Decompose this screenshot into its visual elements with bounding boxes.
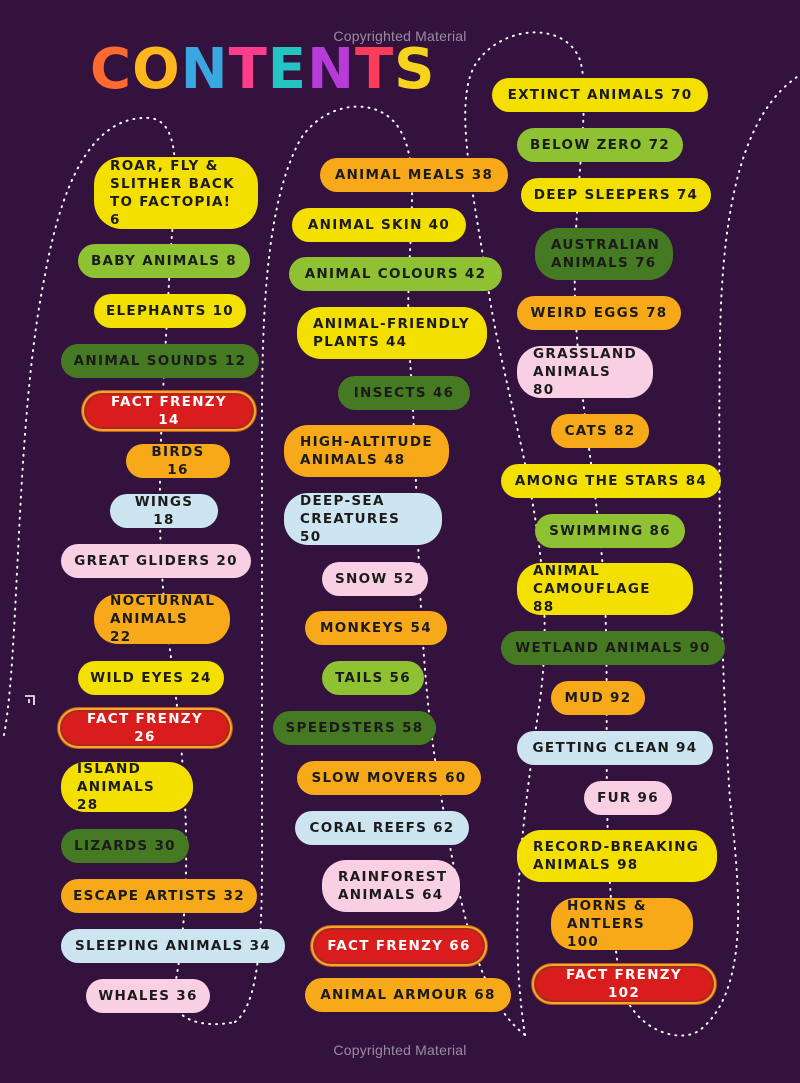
contents-entry[interactable]: RECORD-BREAKING ANIMALS 98 — [517, 830, 717, 882]
contents-entry[interactable]: WINGS 18 — [110, 494, 218, 528]
contents-entry[interactable]: WETLAND ANIMALS 90 — [501, 631, 725, 665]
contents-entry[interactable]: ANIMAL MEALS 38 — [320, 158, 508, 192]
title-letter: N — [180, 37, 229, 102]
title-letter: S — [394, 37, 436, 102]
contents-entry[interactable]: LIZARDS 30 — [61, 829, 189, 863]
contents-entry[interactable]: TAILS 56 — [322, 661, 424, 695]
contents-entry[interactable]: DEEP SLEEPERS 74 — [521, 178, 711, 212]
contents-entry[interactable]: ESCAPE ARTISTS 32 — [61, 879, 257, 913]
title-letter: T — [354, 37, 395, 102]
contents-entry[interactable]: SWIMMING 86 — [535, 514, 685, 548]
contents-entry[interactable]: GETTING CLEAN 94 — [517, 731, 713, 765]
contents-entry[interactable]: WHALES 36 — [86, 979, 210, 1013]
contents-entry[interactable]: HIGH-ALTITUDE ANIMALS 48 — [284, 425, 449, 477]
contents-entry[interactable]: NOCTURNAL ANIMALS 22 — [94, 593, 230, 645]
contents-entry[interactable]: FACT FRENZY 66 — [315, 930, 483, 962]
contents-entry[interactable]: GRASSLAND ANIMALS 80 — [517, 346, 653, 398]
contents-entry[interactable]: EXTINCT ANIMALS 70 — [492, 78, 708, 112]
contents-entry[interactable]: AUSTRALIAN ANIMALS 76 — [535, 228, 673, 280]
contents-entry[interactable]: ANIMAL CAMOUFLAGE 88 — [517, 563, 693, 615]
corner-mark-icon — [25, 695, 35, 705]
contents-entry[interactable]: ANIMAL SOUNDS 12 — [61, 344, 259, 378]
title-letter: C — [90, 37, 133, 102]
contents-entry[interactable]: BIRDS 16 — [126, 444, 230, 478]
contents-entry[interactable]: DEEP-SEA CREATURES 50 — [284, 493, 442, 545]
contents-entry[interactable]: SLOW MOVERS 60 — [297, 761, 481, 795]
contents-entry[interactable]: SLEEPING ANIMALS 34 — [61, 929, 285, 963]
contents-entry[interactable]: RAINFOREST ANIMALS 64 — [322, 860, 460, 912]
contents-entry[interactable]: FACT FRENZY 14 — [86, 394, 252, 428]
title-letter: N — [307, 37, 355, 102]
contents-entry[interactable]: ANIMAL SKIN 40 — [292, 208, 466, 242]
contents-entry[interactable]: ANIMAL COLOURS 42 — [289, 257, 502, 291]
contents-entry[interactable]: FUR 96 — [584, 781, 672, 815]
contents-entry[interactable]: SNOW 52 — [322, 562, 428, 596]
contents-entry[interactable]: FACT FRENZY 26 — [62, 711, 228, 745]
contents-entry[interactable]: MUD 92 — [551, 681, 645, 715]
contents-entry[interactable]: ELEPHANTS 10 — [94, 294, 246, 328]
contents-entry[interactable]: GREAT GLIDERS 20 — [61, 544, 251, 578]
contents-entry[interactable]: ANIMAL ARMOUR 68 — [305, 978, 511, 1012]
contents-entry[interactable]: FACT FRENZY 102 — [536, 967, 712, 1001]
contents-entry[interactable]: WEIRD EGGS 78 — [517, 296, 681, 330]
contents-entry[interactable]: ISLAND ANIMALS 28 — [61, 761, 193, 813]
title-letter: O — [132, 37, 181, 102]
contents-entry[interactable]: AMONG THE STARS 84 — [501, 464, 721, 498]
contents-entry[interactable]: BABY ANIMALS 8 — [78, 244, 250, 278]
title-letter: E — [267, 37, 308, 102]
contents-entry[interactable]: MONKEYS 54 — [305, 611, 447, 645]
contents-entry[interactable]: CATS 82 — [551, 414, 649, 448]
watermark-bottom: Copyrighted Material — [333, 1042, 467, 1058]
page-title: CONTENTS — [90, 38, 435, 102]
watermark-top: Copyrighted Material — [333, 28, 467, 44]
contents-entry[interactable]: CORAL REEFS 62 — [295, 811, 469, 845]
contents-entry[interactable]: ANIMAL-FRIENDLY PLANTS 44 — [297, 307, 487, 359]
contents-entry[interactable]: WILD EYES 24 — [78, 661, 224, 695]
contents-entry[interactable]: INSECTS 46 — [338, 376, 470, 410]
contents-entry[interactable]: BELOW ZERO 72 — [517, 128, 683, 162]
contents-entry[interactable]: SPEEDSTERS 58 — [273, 711, 436, 745]
contents-entry[interactable]: ROAR, FLY & SLITHER BACK TO FACTOPIA! 6 — [94, 157, 258, 229]
title-letter: T — [228, 37, 268, 102]
contents-entry[interactable]: HORNS & ANTLERS 100 — [551, 898, 693, 950]
